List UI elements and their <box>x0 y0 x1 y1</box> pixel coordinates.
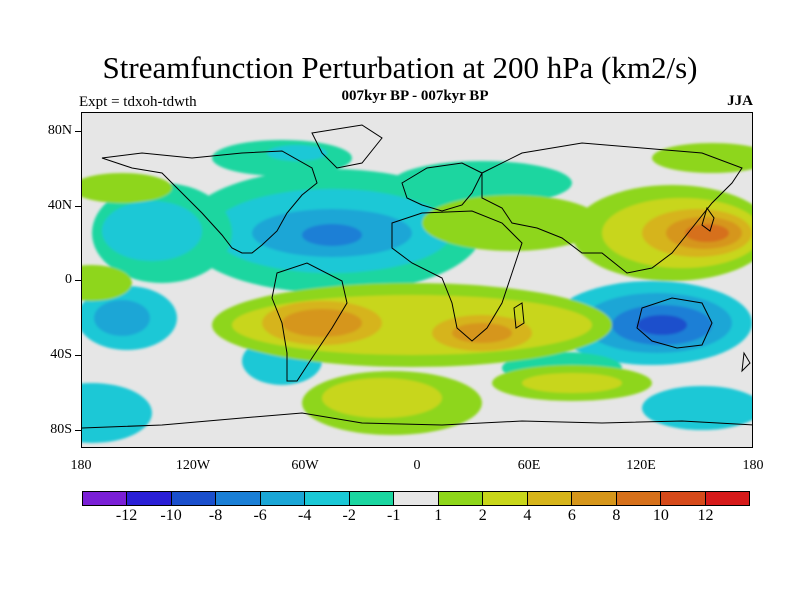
coast-south-america <box>271 262 348 382</box>
field-pos-spac-west <box>82 265 132 301</box>
lon-label: 180 <box>742 458 764 473</box>
field-neg-arctic-na-2 <box>267 145 327 161</box>
coast-north-america <box>101 150 318 254</box>
field-neg-spac-4 <box>94 300 150 336</box>
field-neg-seas <box>82 383 152 443</box>
field-pos-sam-8 <box>282 309 362 337</box>
field-pos-ind-south-4 <box>522 373 622 393</box>
lat-tick <box>75 206 81 207</box>
field-pos-southern-4 <box>322 378 442 418</box>
colorbar-swatch <box>171 492 217 505</box>
colorbar <box>82 491 750 506</box>
colorbar-label: 1 <box>434 507 443 524</box>
colorbar-label: 4 <box>523 507 532 524</box>
lat-tick <box>75 131 81 132</box>
colorbar-swatch <box>616 492 662 505</box>
lat-tick <box>75 430 81 431</box>
lon-label: 0 <box>413 458 421 473</box>
streamfunction-map <box>81 112 753 448</box>
field-pos-npac-east <box>82 173 172 203</box>
colorbar-label: -2 <box>342 507 356 524</box>
field-neg-na-atlantic-6 <box>302 224 362 246</box>
chart-subtitle: 007kyr BP - 007kyr BP <box>341 88 489 104</box>
coast-new-zealand <box>741 351 751 373</box>
coast-antarctica <box>82 412 752 429</box>
field-neg-npac-2 <box>102 201 202 261</box>
coast-madagascar <box>513 302 525 329</box>
lat-label: 80N <box>47 123 72 138</box>
season-label: JJA <box>727 93 753 109</box>
colorbar-label: 12 <box>697 507 714 524</box>
colorbar-label: -4 <box>297 507 312 524</box>
colorbar-label: 6 <box>567 507 576 524</box>
lat-label: 40N <box>47 198 72 213</box>
lat-tick <box>75 280 81 281</box>
lat-tick <box>75 355 81 356</box>
coast-europe <box>401 162 483 212</box>
field-pos-saf-8 <box>452 323 512 343</box>
colorbar-label: -10 <box>160 507 182 524</box>
colorbar-label: -1 <box>387 507 401 524</box>
coast-japan <box>701 206 715 232</box>
colorbar-swatch <box>572 492 617 505</box>
chart-title: Streamfunction Perturbation at 200 hPa (… <box>102 50 698 85</box>
colorbar-swatch <box>438 492 484 505</box>
field-neg-aus-8 <box>637 315 687 335</box>
colorbar-label: -6 <box>253 507 267 524</box>
lat-label: 0 <box>65 272 72 287</box>
colorbar-label: -8 <box>208 507 223 524</box>
colorbar-swatch <box>260 492 306 505</box>
colorbar-swatch <box>705 492 750 505</box>
colorbar-swatch <box>394 492 439 505</box>
colorbar-swatch <box>483 492 528 505</box>
colorbar-swatch <box>527 492 573 505</box>
lon-label: 60W <box>291 458 319 473</box>
lon-label: 120E <box>626 458 656 473</box>
field-neg-south-ocean <box>642 386 752 430</box>
coast-africa <box>391 210 523 342</box>
coast-australia <box>636 297 713 349</box>
colorbar-label: -12 <box>115 507 138 524</box>
lon-label: 180 <box>70 458 92 473</box>
coast-asia <box>481 142 743 274</box>
field-pos-arctic <box>652 143 752 173</box>
lat-label: 40S <box>50 347 72 362</box>
colorbar-swatch <box>305 492 350 505</box>
lon-label: 120W <box>175 458 211 473</box>
field-pos-east-asia-10 <box>685 224 729 242</box>
coast-greenland <box>311 124 383 169</box>
map-field <box>82 124 752 443</box>
colorbar-swatch <box>661 492 706 505</box>
lon-label: 60E <box>517 458 541 473</box>
colorbar-label: 2 <box>478 507 487 524</box>
lat-label: 80S <box>50 422 72 437</box>
colorbar-swatch <box>127 492 172 505</box>
coastlines <box>82 124 752 429</box>
colorbar-swatch <box>83 492 128 505</box>
colorbar-label: 8 <box>612 507 621 524</box>
colorbar-swatch <box>216 492 261 505</box>
colorbar-label: 10 <box>652 507 669 524</box>
colorbar-swatch <box>349 492 395 505</box>
experiment-label: Expt = tdxoh-tdwth <box>79 94 197 110</box>
